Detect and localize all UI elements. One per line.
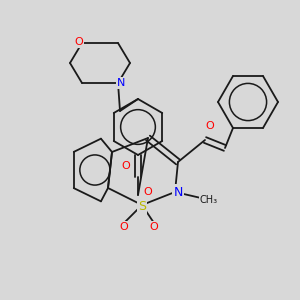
Text: S: S — [138, 200, 146, 214]
Text: CH₃: CH₃ — [200, 195, 218, 205]
Text: N: N — [173, 185, 183, 199]
Text: O: O — [206, 121, 214, 131]
Text: O: O — [150, 222, 158, 232]
Text: O: O — [120, 222, 128, 232]
Text: N: N — [117, 78, 125, 88]
Text: O: O — [75, 37, 83, 47]
Text: O: O — [122, 161, 130, 171]
Text: O: O — [144, 187, 152, 197]
